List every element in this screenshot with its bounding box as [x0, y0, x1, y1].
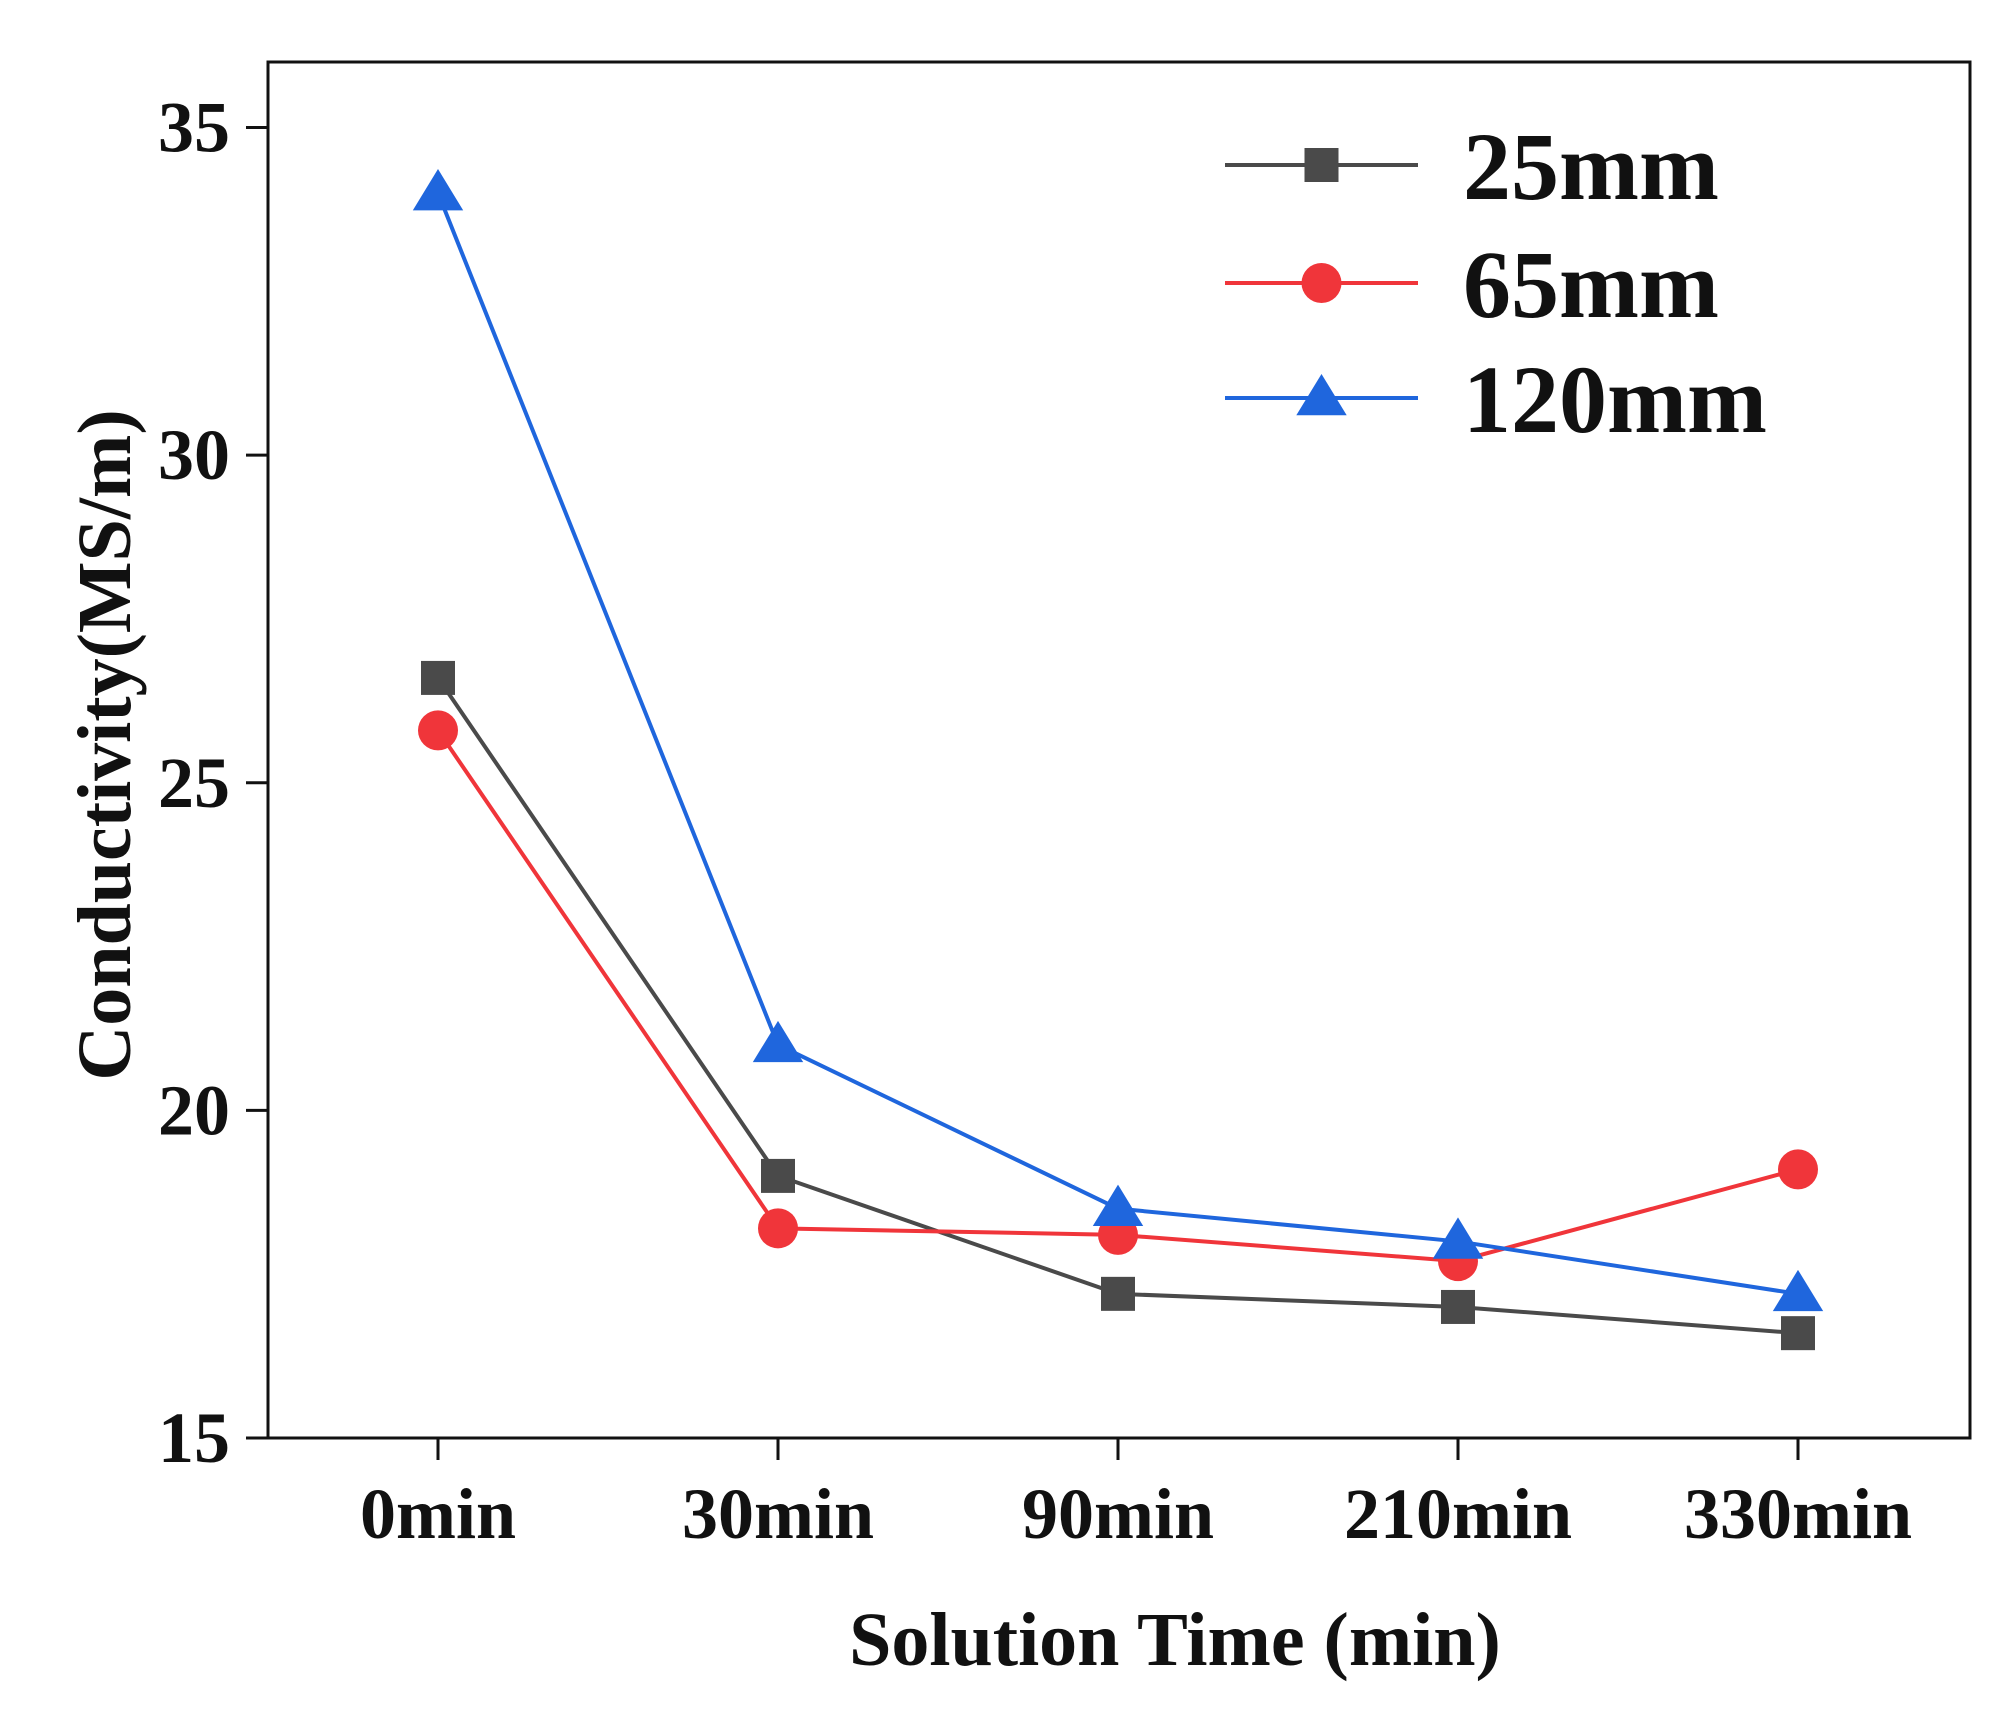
legend-item: 120mm	[1225, 346, 1767, 453]
y-axis-label: Conductivity(MS/m)	[63, 409, 147, 1080]
x-tick-label: 0min	[360, 1474, 516, 1554]
legend-label: 65mm	[1463, 231, 1719, 338]
y-tick-label: 20	[158, 1070, 230, 1150]
series-line	[438, 730, 1798, 1261]
data-point	[1441, 1290, 1475, 1324]
legend-marker	[1296, 374, 1346, 415]
chart-root: 15 20 25 30 35 0min 30min 90min 210min 330min 25…	[0, 0, 2012, 1720]
y-tick-label: 25	[158, 743, 230, 823]
y-tick-label: 35	[158, 88, 230, 168]
legend-label: 120mm	[1463, 346, 1767, 453]
data-point	[758, 1208, 798, 1248]
y-tick-label: 15	[158, 1398, 230, 1478]
data-point	[1101, 1277, 1135, 1311]
data-point	[1093, 1185, 1143, 1226]
y-tick-label: 30	[158, 415, 230, 495]
legend-marker	[1302, 263, 1342, 303]
data-point	[413, 169, 463, 210]
data-point	[1778, 1149, 1818, 1189]
x-tick-label: 210min	[1344, 1474, 1572, 1554]
data-point	[761, 1159, 795, 1193]
x-tick-label: 30min	[682, 1474, 874, 1554]
x-tick-label: 90min	[1022, 1474, 1214, 1554]
chart-svg: 15 20 25 30 35 0min 30min 90min 210min 330min 25…	[0, 0, 2012, 1720]
x-tick-label: 330min	[1684, 1474, 1912, 1554]
series-120mm	[413, 169, 1823, 1311]
x-axis-label: Solution Time (min)	[849, 1598, 1501, 1682]
data-point	[1781, 1316, 1815, 1350]
data-point	[421, 661, 455, 695]
x-axis: 0min 30min 90min 210min 330min	[360, 1438, 1912, 1554]
legend-marker	[1305, 148, 1339, 182]
data-point	[418, 710, 458, 750]
data-point	[753, 1021, 803, 1062]
legend-item: 65mm	[1225, 231, 1719, 338]
legend-label: 25mm	[1463, 113, 1719, 220]
y-axis: 15 20 25 30 35	[158, 88, 268, 1478]
legend-item: 25mm	[1225, 113, 1719, 220]
